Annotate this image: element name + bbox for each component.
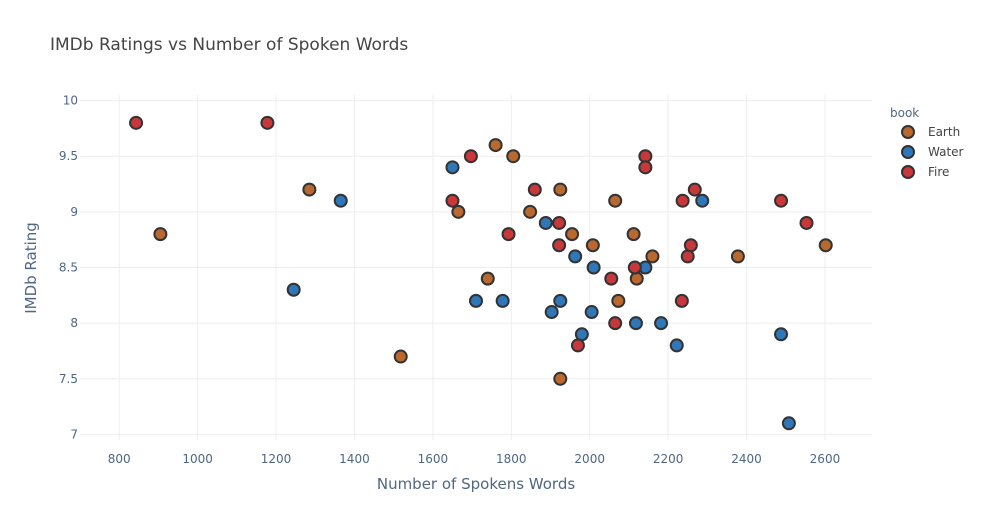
data-point[interactable] — [584, 305, 599, 320]
series-fire — [129, 115, 814, 353]
data-point[interactable] — [501, 227, 516, 242]
chart-title: IMDb Ratings vs Number of Spoken Words — [50, 35, 408, 55]
y-tick-label: 7.5 — [59, 372, 78, 386]
data-point[interactable] — [565, 227, 580, 242]
x-tick-label: 2200 — [653, 452, 684, 466]
data-points — [129, 115, 833, 431]
data-point[interactable] — [527, 182, 542, 197]
x-axis-title: Number of Spokens Words — [377, 475, 575, 493]
data-point[interactable] — [645, 249, 660, 264]
data-point[interactable] — [523, 204, 538, 219]
y-tick-label: 9 — [70, 205, 78, 219]
data-point[interactable] — [469, 293, 483, 308]
data-point[interactable] — [683, 238, 698, 253]
y-tick-label: 7 — [70, 427, 78, 441]
data-point[interactable] — [680, 249, 695, 264]
data-point[interactable] — [626, 227, 641, 242]
data-point[interactable] — [611, 293, 626, 308]
data-point[interactable] — [552, 238, 567, 253]
legend-label[interactable]: Water — [928, 145, 964, 159]
data-point[interactable] — [488, 138, 503, 153]
data-point[interactable] — [774, 327, 789, 342]
data-point[interactable] — [608, 193, 623, 208]
data-point[interactable] — [451, 204, 466, 219]
data-point[interactable] — [629, 271, 644, 286]
grid-lines — [80, 95, 872, 440]
data-point[interactable] — [506, 149, 521, 164]
y-tick-label: 10 — [63, 94, 78, 108]
data-point[interactable] — [774, 193, 789, 208]
data-point[interactable] — [445, 160, 460, 175]
data-point[interactable] — [553, 293, 568, 308]
data-point[interactable] — [654, 316, 669, 331]
x-tick-label: 2600 — [810, 452, 841, 466]
data-point[interactable] — [781, 416, 796, 431]
data-point[interactable] — [604, 271, 619, 286]
data-point[interactable] — [608, 316, 623, 331]
x-tick-label: 1400 — [339, 452, 370, 466]
legend-label[interactable]: Earth — [928, 125, 960, 139]
data-point[interactable] — [129, 115, 144, 130]
data-point[interactable] — [544, 305, 559, 320]
data-point[interactable] — [586, 260, 601, 275]
x-tick-label: 1800 — [496, 452, 527, 466]
y-axis-title: IMDb Rating — [22, 222, 40, 314]
data-point[interactable] — [687, 182, 702, 197]
data-point[interactable] — [495, 293, 510, 308]
data-point[interactable] — [333, 193, 348, 208]
y-tick-label: 8 — [70, 316, 78, 330]
data-point[interactable] — [445, 193, 460, 208]
x-tick-label: 2400 — [731, 452, 762, 466]
x-tick-label: 1000 — [182, 452, 213, 466]
data-point[interactable] — [393, 349, 408, 364]
legend-marker[interactable] — [901, 145, 915, 159]
data-point[interactable] — [669, 338, 684, 353]
data-point[interactable] — [638, 160, 653, 175]
legend: book Earth Water Fire — [890, 106, 964, 179]
legend-label[interactable]: Fire — [928, 165, 949, 179]
legend-marker[interactable] — [901, 165, 915, 179]
x-tick-label: 2000 — [574, 452, 605, 466]
data-point[interactable] — [627, 260, 642, 275]
y-tick-label: 8.5 — [59, 261, 78, 275]
series-earth — [153, 138, 833, 386]
data-point[interactable] — [570, 338, 585, 353]
data-point[interactable] — [818, 238, 833, 253]
legend-marker[interactable] — [901, 125, 915, 139]
y-tick-label: 9.5 — [59, 149, 78, 163]
y-axis-ticks: 7 7.5 8 8.5 9 9.5 10 — [59, 94, 78, 442]
series-water — [286, 160, 796, 431]
data-point[interactable] — [675, 193, 690, 208]
x-axis-ticks: 800 1000 1200 1400 1600 1800 2000 2200 2400 2600 — [108, 452, 840, 466]
data-point[interactable] — [552, 215, 567, 230]
data-point[interactable] — [730, 249, 745, 264]
data-point[interactable] — [628, 316, 643, 331]
data-point[interactable] — [286, 282, 301, 297]
data-point[interactable] — [553, 371, 568, 386]
x-tick-label: 800 — [108, 452, 131, 466]
data-point[interactable] — [480, 271, 495, 286]
data-point[interactable] — [538, 215, 553, 230]
data-point[interactable] — [674, 293, 689, 308]
data-point[interactable] — [553, 182, 568, 197]
legend-title: book — [890, 106, 919, 120]
x-tick-label: 1600 — [418, 452, 449, 466]
data-point[interactable] — [695, 193, 710, 208]
data-point[interactable] — [799, 215, 814, 230]
data-point[interactable] — [463, 149, 478, 164]
x-tick-label: 1200 — [261, 452, 292, 466]
data-point[interactable] — [153, 227, 168, 242]
data-point[interactable] — [585, 238, 600, 253]
data-point[interactable] — [302, 182, 317, 197]
data-point[interactable] — [260, 115, 275, 130]
data-point[interactable] — [568, 249, 583, 264]
